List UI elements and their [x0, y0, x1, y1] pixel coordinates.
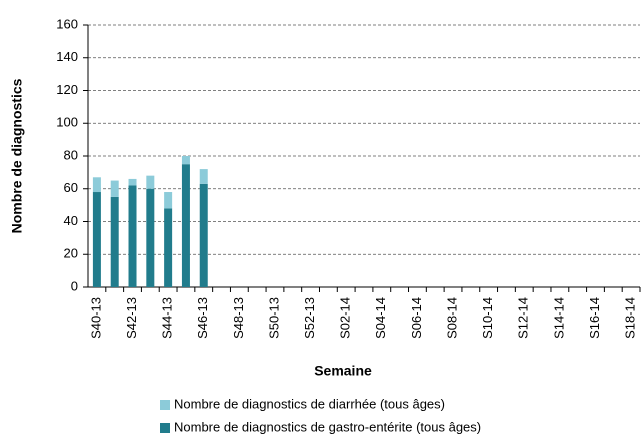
x-tick-label: S06-14: [409, 297, 424, 339]
bar-segment: [128, 185, 137, 287]
y-tick-label: 60: [64, 180, 78, 195]
x-tick-label: S02-14: [338, 297, 353, 339]
x-tick-label: S42-13: [124, 297, 139, 339]
x-tick-label: S04-14: [373, 297, 388, 339]
bar-segment: [181, 164, 190, 287]
x-tick-label: S10-14: [480, 297, 495, 339]
bar-segment: [146, 188, 155, 287]
bar-segment: [181, 156, 190, 165]
x-tick-label: S50-13: [266, 297, 281, 339]
y-axis-title: Nombre de diagnostics: [9, 78, 25, 233]
legend-swatch: [160, 423, 170, 433]
x-tick-label: S14-14: [551, 297, 566, 339]
bar-segment: [164, 192, 173, 209]
x-tick-label: S46-13: [195, 297, 210, 339]
legend-label: Nombre de diagnostics de gastro-entérite…: [174, 419, 481, 434]
y-tick-label: 80: [64, 147, 78, 162]
x-tick-label: S16-14: [587, 297, 602, 339]
x-tick-label: S48-13: [231, 297, 246, 339]
bar-segment: [110, 196, 119, 287]
y-tick-label: 0: [71, 278, 78, 293]
bar-segment: [92, 177, 101, 193]
legend-swatch: [160, 400, 170, 410]
y-tick-label: 120: [56, 82, 78, 97]
x-axis-title: Semaine: [314, 363, 372, 379]
bar-segment: [146, 175, 155, 189]
x-tick-label: S18-14: [623, 297, 638, 339]
y-tick-label: 100: [56, 115, 78, 130]
legend-label: Nombre de diagnostics de diarrhée (tous …: [174, 396, 445, 411]
bar-segment: [164, 208, 173, 287]
bar-segment: [92, 192, 101, 287]
x-tick-label: S44-13: [160, 297, 175, 339]
x-tick-label: S08-14: [444, 297, 459, 339]
bar-segment: [199, 169, 208, 184]
bar-segment: [128, 178, 137, 186]
y-tick-label: 20: [64, 246, 78, 261]
x-tick-label: S12-14: [516, 297, 531, 339]
bar-segment: [110, 180, 119, 197]
y-tick-label: 140: [56, 49, 78, 64]
y-tick-label: 160: [56, 16, 78, 31]
y-tick-label: 40: [64, 213, 78, 228]
x-tick-label: S52-13: [302, 297, 317, 339]
bar-segment: [199, 183, 208, 287]
x-tick-label: S40-13: [88, 297, 103, 339]
